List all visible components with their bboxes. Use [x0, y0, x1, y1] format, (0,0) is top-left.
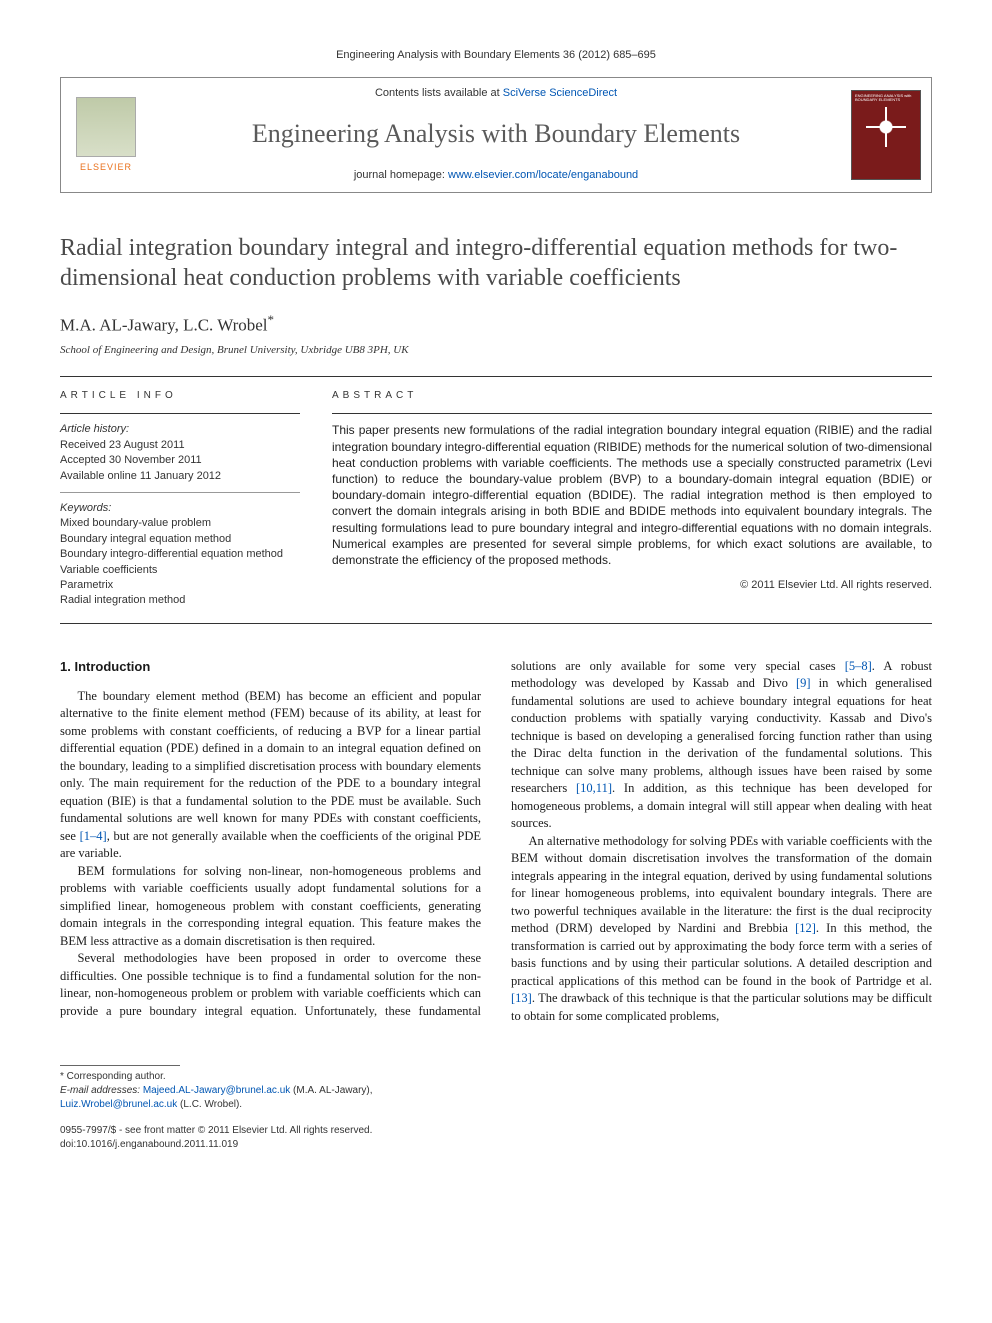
p4-tail: . The drawback of this technique is that… — [511, 991, 932, 1023]
divider-bottom — [60, 623, 932, 624]
contents-lists-line: Contents lists available at SciVerse Sci… — [375, 86, 617, 101]
journal-masthead: ELSEVIER Contents lists available at Sci… — [60, 77, 932, 192]
received-date: Received 23 August 2011 — [60, 438, 300, 453]
citation-link[interactable]: [1–4] — [80, 829, 107, 843]
journal-name: Engineering Analysis with Boundary Eleme… — [252, 116, 740, 152]
journal-homepage-line: journal homepage: www.elsevier.com/locat… — [354, 168, 638, 183]
keyword-item: Radial integration method — [60, 593, 300, 608]
author-names: M.A. AL-Jawary, L.C. Wrobel — [60, 315, 268, 334]
corresponding-asterisk: * — [268, 312, 275, 327]
keywords-heading: Keywords: — [60, 501, 300, 516]
keyword-item: Variable coefficients — [60, 563, 300, 578]
cover-thumb-block: ENGINEERING ANALYSIS with BOUNDARY ELEME… — [841, 78, 931, 191]
publisher-label: ELSEVIER — [80, 161, 132, 174]
article-info-label: ARTICLE INFO — [60, 389, 300, 403]
abstract-copyright: © 2011 Elsevier Ltd. All rights reserved… — [332, 578, 932, 593]
affiliation: School of Engineering and Design, Brunel… — [60, 343, 932, 358]
article-info-column: ARTICLE INFO Article history: Received 2… — [60, 389, 300, 608]
p3b-tail: in which generalised fundamental solutio… — [511, 676, 932, 795]
journal-cover-icon: ENGINEERING ANALYSIS with BOUNDARY ELEME… — [851, 90, 921, 180]
email-line: E-mail addresses: Majeed.AL-Jawary@brune… — [60, 1084, 932, 1112]
email-label: E-mail addresses: — [60, 1085, 143, 1096]
abstract-text: This paper presents new formulations of … — [332, 422, 932, 568]
publisher-block: ELSEVIER — [61, 78, 151, 191]
corresponding-author-footer: * Corresponding author. E-mail addresses… — [60, 1065, 932, 1152]
history-heading: Article history: — [60, 422, 300, 437]
author-email-link[interactable]: Majeed.AL-Jawary@brunel.ac.uk — [143, 1085, 290, 1096]
p1-tail: , but are not generally available when t… — [60, 829, 481, 861]
divider-top — [60, 376, 932, 377]
authors-line: M.A. AL-Jawary, L.C. Wrobel* — [60, 311, 932, 337]
footnote-rule — [60, 1065, 180, 1066]
corresponding-author-label: * Corresponding author. — [60, 1070, 932, 1084]
abstract-label: ABSTRACT — [332, 389, 932, 403]
accepted-date: Accepted 30 November 2011 — [60, 453, 300, 468]
body-paragraph: An alternative methodology for solving P… — [511, 833, 932, 1026]
issn-line: 0955-7997/$ - see front matter © 2011 El… — [60, 1124, 932, 1138]
citation-link[interactable]: [5–8] — [845, 659, 872, 673]
citation-link[interactable]: [9] — [796, 676, 811, 690]
cover-graphic-icon — [866, 107, 906, 147]
cover-title-text: ENGINEERING ANALYSIS with BOUNDARY ELEME… — [855, 94, 917, 103]
keyword-item: Boundary integral equation method — [60, 532, 300, 547]
article-history: Article history: Received 23 August 2011… — [60, 422, 300, 608]
citation-link[interactable]: [13] — [511, 991, 532, 1005]
keyword-item: Mixed boundary-value problem — [60, 516, 300, 531]
online-date: Available online 11 January 2012 — [60, 469, 300, 484]
body-paragraph: The boundary element method (BEM) has be… — [60, 688, 481, 863]
email2-name: (L.C. Wrobel). — [177, 1099, 242, 1110]
sciencedirect-link[interactable]: SciVerse ScienceDirect — [503, 87, 617, 99]
homepage-prefix: journal homepage: — [354, 169, 448, 181]
abstract-divider — [332, 413, 932, 414]
elsevier-tree-icon — [76, 97, 136, 157]
author-email-link[interactable]: Luiz.Wrobel@brunel.ac.uk — [60, 1099, 177, 1110]
email1-name: (M.A. AL-Jawary), — [290, 1085, 372, 1096]
p4-text: An alternative methodology for solving P… — [511, 834, 932, 936]
body-paragraph: BEM formulations for solving non-linear,… — [60, 863, 481, 951]
masthead-center: Contents lists available at SciVerse Sci… — [151, 78, 841, 191]
journal-homepage-link[interactable]: www.elsevier.com/locate/enganabound — [448, 169, 638, 181]
p1-text: The boundary element method (BEM) has be… — [60, 689, 481, 843]
citation-link[interactable]: [12] — [795, 921, 816, 935]
citation-link[interactable]: [10,11] — [576, 781, 612, 795]
keyword-item: Parametrix — [60, 578, 300, 593]
section-heading: 1. Introduction — [60, 658, 481, 676]
info-divider — [60, 413, 300, 414]
history-divider — [60, 492, 300, 493]
abstract-column: ABSTRACT This paper presents new formula… — [332, 389, 932, 608]
doi-line: doi:10.1016/j.enganabound.2011.11.019 — [60, 1138, 932, 1152]
article-title: Radial integration boundary integral and… — [60, 233, 932, 293]
contents-prefix: Contents lists available at — [375, 87, 503, 99]
keyword-item: Boundary integro-differential equation m… — [60, 547, 300, 562]
running-head: Engineering Analysis with Boundary Eleme… — [60, 48, 932, 63]
meta-abstract-row: ARTICLE INFO Article history: Received 2… — [60, 389, 932, 608]
body-two-column: 1. Introduction The boundary element met… — [60, 658, 932, 1026]
